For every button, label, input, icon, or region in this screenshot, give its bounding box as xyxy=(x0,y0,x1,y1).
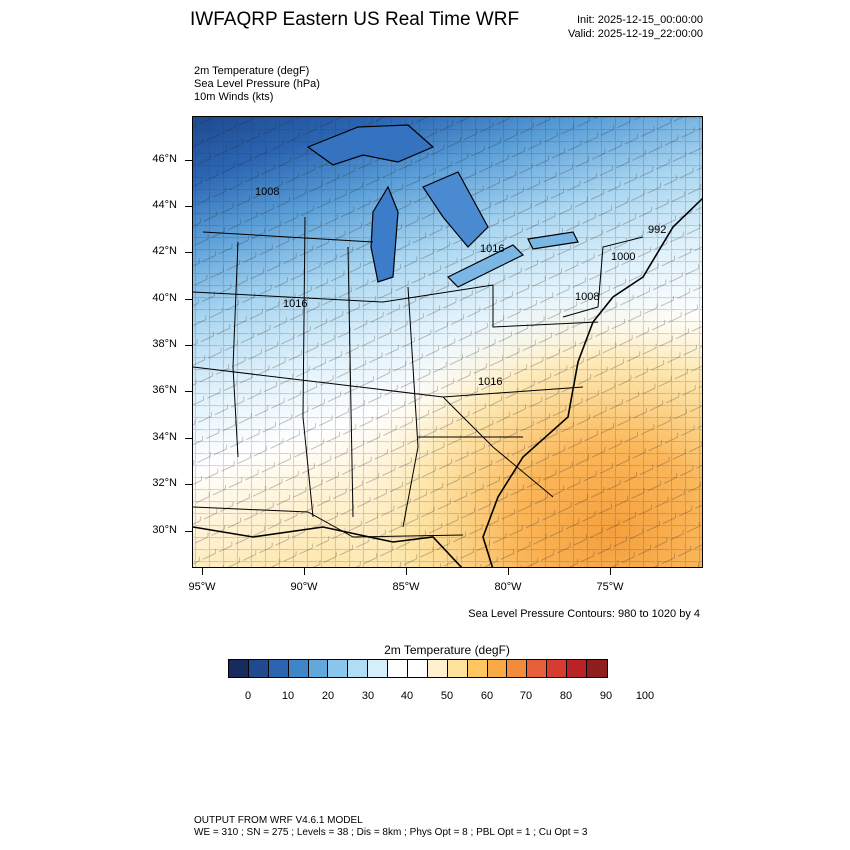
colorbar-bin xyxy=(547,660,568,677)
lake-erie xyxy=(446,244,525,288)
colorbar-bin xyxy=(447,660,468,677)
lat-tick xyxy=(185,160,192,161)
colorbar-title: 2m Temperature (degF) xyxy=(384,643,510,657)
lon-tick xyxy=(406,568,407,575)
contour-label: 1000 xyxy=(611,251,635,263)
contour-label: 1016 xyxy=(283,298,307,310)
contour-label: 1008 xyxy=(575,291,599,303)
lat-label: 36°N xyxy=(152,384,177,396)
lat-label: 32°N xyxy=(152,477,177,489)
colorbar-bin xyxy=(408,660,428,677)
state-borders xyxy=(193,216,644,538)
lat-tick xyxy=(185,206,192,207)
lon-label: 95°W xyxy=(188,581,216,593)
colorbar-label: 50 xyxy=(440,690,454,702)
lat-label: 44°N xyxy=(152,199,177,211)
contour-label: 1016 xyxy=(478,376,502,388)
init-time: Init: 2025-12-15_00:00:00 xyxy=(577,14,703,26)
colorbar-label: 10 xyxy=(281,690,295,702)
colorbar-bin xyxy=(487,660,508,677)
field-winds: 10m Winds (kts) xyxy=(194,91,274,103)
lat-tick xyxy=(185,252,192,253)
lake-superior xyxy=(306,124,435,166)
field-temperature: 2m Temperature (degF) xyxy=(194,65,310,77)
lon-tick xyxy=(610,568,611,575)
colorbar-bin xyxy=(348,660,369,677)
colorbar-bin xyxy=(388,660,409,677)
colorbar-bin xyxy=(268,660,289,677)
colorbar-label: 90 xyxy=(599,690,613,702)
lat-label: 38°N xyxy=(152,338,177,350)
colorbar-bin xyxy=(368,660,389,677)
colorbar-label: 40 xyxy=(400,690,414,702)
contour-label: 992 xyxy=(648,224,666,236)
lon-tick xyxy=(508,568,509,575)
footer-model: OUTPUT FROM WRF V4.6.1 MODEL xyxy=(194,815,363,826)
run-times: Init: 2025-12-15_00:00:00 Valid: 2025-12… xyxy=(568,13,703,41)
lon-label: 75°W xyxy=(596,581,624,593)
colorbar-label: 0 xyxy=(244,690,252,702)
valid-time: Valid: 2025-12-19_22:00:00 xyxy=(568,28,703,40)
colorbar-label: 20 xyxy=(321,690,335,702)
lake-michigan xyxy=(370,185,399,283)
map-title: IWFAQRP Eastern US Real Time WRF xyxy=(190,9,520,30)
lat-label: 30°N xyxy=(152,524,177,536)
lat-tick xyxy=(185,345,192,346)
colorbar-label: 70 xyxy=(519,690,533,702)
lat-label: 34°N xyxy=(152,431,177,443)
lat-tick xyxy=(185,484,192,485)
colorbar-label: 30 xyxy=(361,690,375,702)
colorbar-bin xyxy=(229,660,249,677)
colorbar-bin xyxy=(587,660,607,677)
lat-label: 42°N xyxy=(152,245,177,257)
lake-huron xyxy=(422,171,489,248)
model-footer: OUTPUT FROM WRF V4.6.1 MODEL WE = 310 ; … xyxy=(194,815,587,839)
colorbar-bin xyxy=(288,660,309,677)
colorbar-bin xyxy=(248,660,269,677)
field-pressure: Sea Level Pressure (hPa) xyxy=(194,78,320,90)
lake-ontario xyxy=(527,231,579,250)
colorbar-bin xyxy=(328,660,349,677)
lat-tick xyxy=(185,299,192,300)
lon-label: 90°W xyxy=(290,581,318,593)
colorbar-bin xyxy=(527,660,548,677)
colorbar-bin xyxy=(567,660,588,677)
lon-label: 85°W xyxy=(392,581,420,593)
colorbar-label: 60 xyxy=(480,690,494,702)
contour-label: 1008 xyxy=(255,186,279,198)
lat-label: 40°N xyxy=(152,292,177,304)
colorbar-bin xyxy=(427,660,448,677)
lat-label: 46°N xyxy=(152,153,177,165)
coastline xyxy=(193,197,702,567)
lon-label: 80°W xyxy=(494,581,522,593)
colorbar-label: 80 xyxy=(559,690,573,702)
colorbar-bin xyxy=(467,660,488,677)
footer-config: WE = 310 ; SN = 275 ; Levels = 38 ; Dis … xyxy=(194,827,588,838)
lat-tick xyxy=(185,391,192,392)
contour-note: Sea Level Pressure Contours: 980 to 1020… xyxy=(468,608,700,620)
lon-tick xyxy=(304,568,305,575)
contour-label: 1016 xyxy=(480,243,504,255)
weather-map: 1008 1016 1016 1008 1000 992 1016 xyxy=(192,116,703,568)
map-canvas: 1008 1016 1016 1008 1000 992 1016 xyxy=(193,117,702,567)
lat-tick xyxy=(185,531,192,532)
lat-tick xyxy=(185,438,192,439)
colorbar-bin xyxy=(308,660,329,677)
lon-tick xyxy=(202,568,203,575)
colorbar xyxy=(228,659,608,678)
colorbar-label: 100 xyxy=(635,690,655,702)
colorbar-bin xyxy=(507,660,528,677)
